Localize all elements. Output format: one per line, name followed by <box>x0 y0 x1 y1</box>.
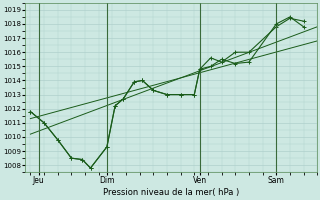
X-axis label: Pression niveau de la mer( hPa ): Pression niveau de la mer( hPa ) <box>103 188 239 197</box>
